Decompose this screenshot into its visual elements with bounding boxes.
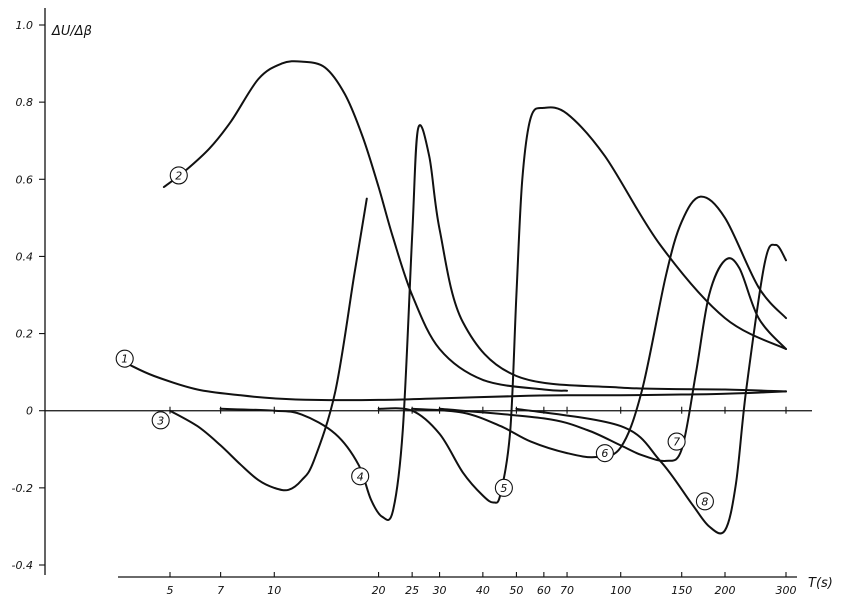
series-marker-label: 6	[601, 447, 608, 460]
x-tick-label: 7	[217, 584, 224, 596]
series-7-marker: 7	[667, 432, 686, 451]
series-curves	[127, 60, 787, 535]
series-marker-label: 2	[175, 169, 182, 182]
x-tick-label: 5	[167, 584, 174, 596]
x-tick-label: 40	[476, 584, 490, 596]
x-tick-label: 70	[560, 584, 574, 596]
series-marker-circle	[667, 432, 686, 451]
series-6-curve	[411, 195, 787, 459]
series-marker-circle	[351, 467, 370, 486]
x-tick-label: 300	[776, 584, 797, 596]
series-marker-label: 3	[157, 414, 164, 427]
x-tick-label: 200	[714, 584, 735, 596]
x-axis-title: T(s)	[808, 576, 833, 591]
series-3-marker: 3	[151, 411, 170, 430]
series-marker-label: 8	[701, 495, 708, 508]
series-2-curve	[162, 60, 568, 392]
x-tick-label: 60	[537, 584, 551, 596]
series-markers: 1 2 3 4 5 6 7 8	[115, 166, 714, 511]
series-marker-label: 5	[500, 482, 507, 495]
series-1-curve	[127, 363, 787, 402]
series-marker-circle	[169, 166, 188, 185]
x-tick-label: 150	[671, 584, 692, 596]
y-tick-label: -0.4	[12, 559, 33, 572]
series-5-curve	[377, 106, 787, 504]
y-tick-label: 0.8	[16, 96, 34, 109]
x-tick-label: 10	[267, 584, 281, 596]
x-tick-label: 50	[509, 584, 523, 596]
x-tick-label: 25	[405, 584, 419, 596]
y-tick-label: 1.0	[16, 19, 34, 32]
series-marker-label: 7	[673, 436, 680, 449]
y-tick-label: -0.2	[12, 482, 33, 495]
series-4-marker: 4	[351, 467, 370, 486]
y-tick-label: 0	[26, 405, 33, 418]
x-tick-label: 20	[372, 584, 386, 596]
series-2-marker: 2	[169, 166, 188, 185]
series-8-curve	[515, 243, 787, 535]
series-3-curve	[169, 197, 368, 492]
axes	[44, 8, 812, 578]
series-6-marker: 6	[595, 444, 614, 463]
series-marker-circle	[695, 492, 714, 511]
series-marker-circle	[494, 478, 513, 497]
x-tick-label: 100	[610, 584, 631, 596]
series-5-marker: 5	[494, 478, 513, 497]
series-1-marker: 1	[115, 349, 134, 368]
series-marker-circle	[115, 349, 134, 368]
series-marker-label: 1	[121, 353, 128, 366]
series-7-curve	[438, 257, 787, 463]
y-tick-label: 0.6	[16, 173, 34, 186]
series-4-curve	[219, 124, 787, 522]
y-tick-label: 0.2	[16, 328, 34, 341]
series-marker-label: 4	[357, 470, 364, 483]
series-marker-circle	[151, 411, 170, 430]
x-tick-label: 30	[433, 584, 447, 596]
series-8-marker: 8	[695, 492, 714, 511]
y-ticks: 1.0 0.8 0.6 0.4 0.2 0 -0.2 -0.4	[12, 19, 45, 572]
y-tick-label: 0.4	[16, 250, 34, 263]
series-marker-circle	[595, 444, 614, 463]
y-axis-title: ΔU/Δβ	[51, 24, 92, 39]
